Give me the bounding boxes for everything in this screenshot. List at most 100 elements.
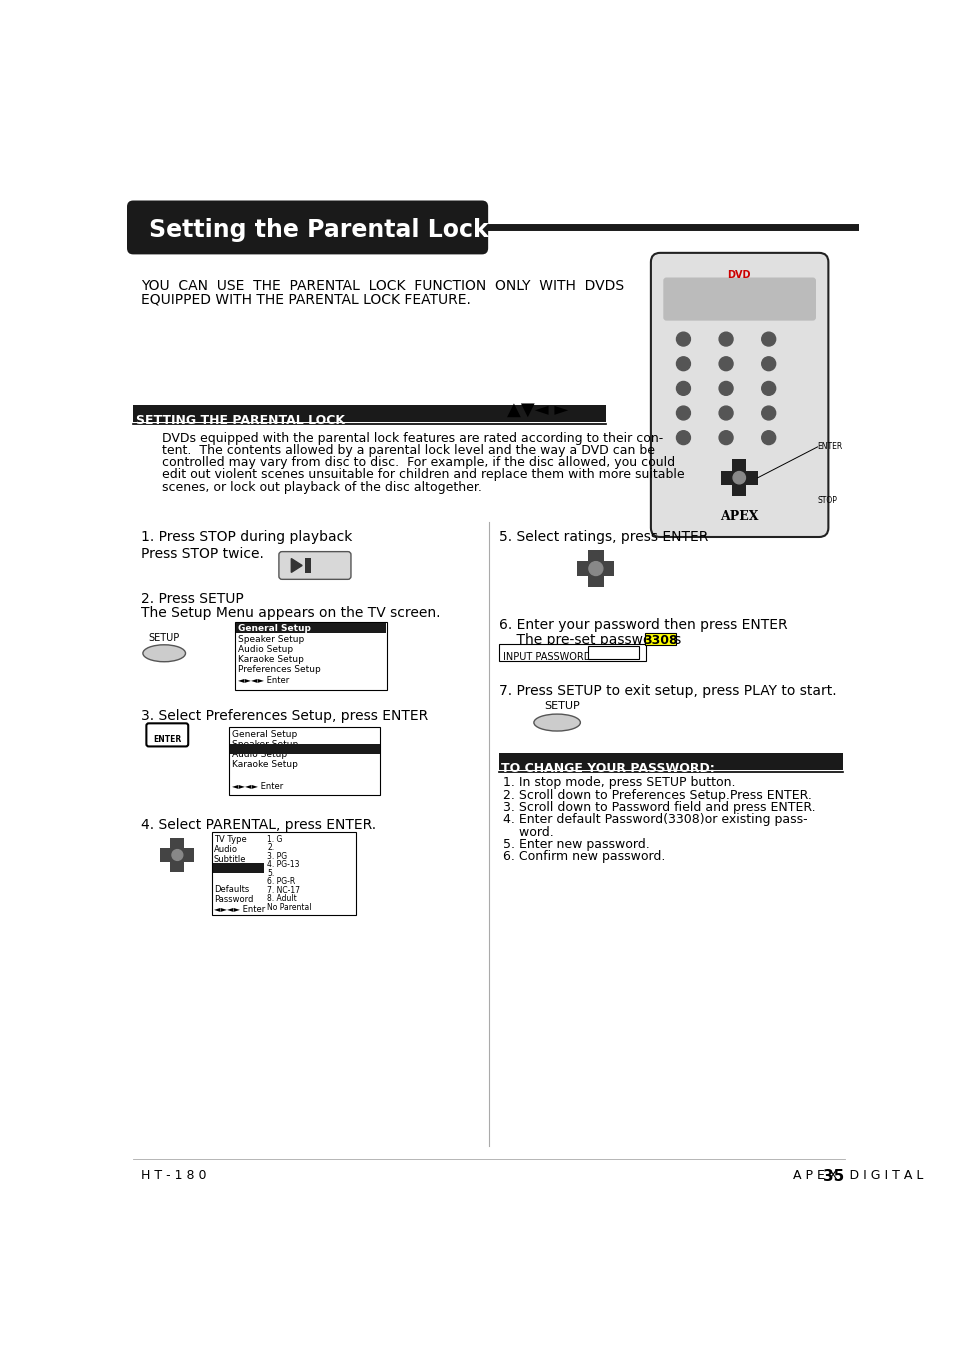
- Bar: [577, 560, 614, 576]
- Text: 35: 35: [822, 1169, 843, 1184]
- Text: Audio: Audio: [213, 845, 237, 855]
- Text: ◄►◄► Enter: ◄►◄► Enter: [232, 782, 283, 791]
- Circle shape: [760, 356, 775, 371]
- Text: SETTING THE PARENTAL LOCK: SETTING THE PARENTAL LOCK: [136, 414, 345, 427]
- Text: 1. G: 1. G: [267, 836, 282, 844]
- Text: edit out violent scenes unsuitable for children and replace them with more suita: edit out violent scenes unsuitable for c…: [162, 468, 684, 482]
- Circle shape: [676, 431, 690, 444]
- Text: 2.: 2.: [267, 844, 274, 852]
- Polygon shape: [291, 559, 302, 572]
- Text: Audio Setup: Audio Setup: [237, 645, 293, 653]
- Text: 2. Scroll down to Preferences Setup.Press ENTER.: 2. Scroll down to Preferences Setup.Pres…: [502, 788, 811, 802]
- Text: Karaoke Setup: Karaoke Setup: [232, 760, 297, 770]
- Text: 5. Select ratings, press ENTER: 5. Select ratings, press ENTER: [498, 531, 708, 544]
- Bar: [133, 405, 605, 423]
- Text: 1. Press STOP during playback: 1. Press STOP during playback: [141, 531, 352, 544]
- Text: DVD: DVD: [727, 270, 750, 279]
- Circle shape: [760, 431, 775, 444]
- Text: 6. Enter your password then press ENTER: 6. Enter your password then press ENTER: [498, 618, 787, 632]
- Text: Preferences Setup: Preferences Setup: [232, 771, 326, 779]
- Bar: [213, 864, 264, 872]
- Bar: [171, 838, 184, 872]
- Text: Audio Setup: Audio Setup: [232, 751, 287, 759]
- Text: controlled may vary from disc to disc.  For example, if the disc allowed, you co: controlled may vary from disc to disc. F…: [162, 456, 675, 470]
- Text: EQUIPPED WITH THE PARENTAL LOCK FEATURE.: EQUIPPED WITH THE PARENTAL LOCK FEATURE.: [141, 293, 471, 306]
- Text: TO CHANGE YOUR PASSWORD:: TO CHANGE YOUR PASSWORD:: [500, 761, 715, 775]
- Bar: [720, 471, 757, 485]
- Text: 8. Adult: 8. Adult: [267, 894, 296, 903]
- Text: Password: Password: [213, 895, 253, 905]
- Circle shape: [760, 382, 775, 396]
- Bar: [160, 848, 194, 861]
- Bar: [587, 549, 603, 587]
- Text: Speaker Setup: Speaker Setup: [237, 634, 304, 644]
- Text: 1. In stop mode, press SETUP button.: 1. In stop mode, press SETUP button.: [502, 776, 735, 790]
- Circle shape: [676, 382, 690, 396]
- Text: 4. Select PARENTAL, press ENTER.: 4. Select PARENTAL, press ENTER.: [141, 818, 375, 832]
- Bar: [230, 744, 380, 755]
- Circle shape: [719, 332, 732, 346]
- Bar: [587, 645, 639, 659]
- FancyBboxPatch shape: [278, 552, 351, 579]
- Text: 4. PG-13: 4. PG-13: [267, 860, 299, 869]
- Text: 6. PG-R: 6. PG-R: [267, 878, 295, 887]
- Circle shape: [172, 849, 183, 860]
- Text: Preferences Setup: Preferences Setup: [237, 664, 320, 674]
- Circle shape: [676, 406, 690, 420]
- Text: 3308: 3308: [642, 634, 677, 647]
- Text: ENTER: ENTER: [817, 443, 841, 451]
- Text: YOU  CAN  USE  THE  PARENTAL  LOCK  FUNCTION  ONLY  WITH  DVDS: YOU CAN USE THE PARENTAL LOCK FUNCTION O…: [141, 279, 623, 293]
- Circle shape: [719, 356, 732, 371]
- FancyBboxPatch shape: [127, 201, 488, 254]
- Text: General Setup: General Setup: [232, 730, 296, 740]
- Text: 5. Enter new password.: 5. Enter new password.: [502, 838, 649, 850]
- Bar: [235, 622, 386, 690]
- Circle shape: [676, 356, 690, 371]
- Text: SETUP: SETUP: [543, 701, 579, 711]
- Circle shape: [719, 382, 732, 396]
- Text: No Parental: No Parental: [267, 903, 312, 911]
- Text: Press STOP twice.: Press STOP twice.: [141, 547, 264, 562]
- Text: The Setup Menu appears on the TV screen.: The Setup Menu appears on the TV screen.: [141, 606, 440, 620]
- Text: H T - 1 8 0: H T - 1 8 0: [141, 1169, 206, 1183]
- FancyBboxPatch shape: [650, 252, 827, 537]
- Text: 7. Press SETUP to exit setup, press PLAY to start.: 7. Press SETUP to exit setup, press PLAY…: [498, 684, 836, 698]
- Text: ◄►◄► Enter: ◄►◄► Enter: [213, 904, 265, 914]
- Text: General Setup: General Setup: [237, 624, 311, 633]
- Circle shape: [719, 431, 732, 444]
- FancyBboxPatch shape: [146, 724, 188, 747]
- Text: ◄►◄► Enter: ◄►◄► Enter: [237, 676, 289, 686]
- Circle shape: [760, 406, 775, 420]
- Bar: [498, 644, 645, 662]
- Text: Disc Menu: Disc Menu: [213, 865, 257, 873]
- Bar: [644, 633, 675, 645]
- FancyBboxPatch shape: [662, 278, 815, 320]
- Bar: [229, 728, 380, 795]
- Text: DVDs equipped with the parental lock features are rated according to their con-: DVDs equipped with the parental lock fea…: [162, 432, 662, 444]
- Text: ENTER: ENTER: [153, 734, 181, 744]
- Text: word.: word.: [502, 826, 553, 838]
- Circle shape: [676, 332, 690, 346]
- Bar: [236, 624, 385, 633]
- Text: The pre-set password is: The pre-set password is: [498, 633, 680, 647]
- Text: APEX: APEX: [720, 510, 758, 522]
- Text: ▲▼◄ ►: ▲▼◄ ►: [506, 401, 567, 418]
- Text: Subtitle: Subtitle: [213, 855, 246, 864]
- Bar: [212, 832, 355, 915]
- Text: 7. NC-17: 7. NC-17: [267, 886, 300, 895]
- Text: SETUP: SETUP: [149, 633, 180, 643]
- Text: A P E X   D I G I T A L: A P E X D I G I T A L: [793, 1169, 923, 1183]
- Text: 5.: 5.: [267, 869, 274, 878]
- Circle shape: [588, 562, 602, 575]
- Text: Speaker Setup: Speaker Setup: [232, 740, 297, 749]
- Text: 4. Enter default Password(3308)or existing pass-: 4. Enter default Password(3308)or existi…: [502, 814, 806, 826]
- Text: Setting the Parental Lock: Setting the Parental Lock: [149, 217, 488, 242]
- Text: 6. Confirm new password.: 6. Confirm new password.: [502, 850, 664, 864]
- Ellipse shape: [534, 714, 579, 732]
- Bar: [305, 558, 311, 574]
- Text: Defaults: Defaults: [213, 886, 249, 894]
- Text: scenes, or lock out playback of the disc altogether.: scenes, or lock out playback of the disc…: [162, 481, 481, 494]
- Circle shape: [732, 471, 744, 483]
- Text: Parental: Parental: [213, 875, 253, 884]
- Ellipse shape: [143, 645, 185, 662]
